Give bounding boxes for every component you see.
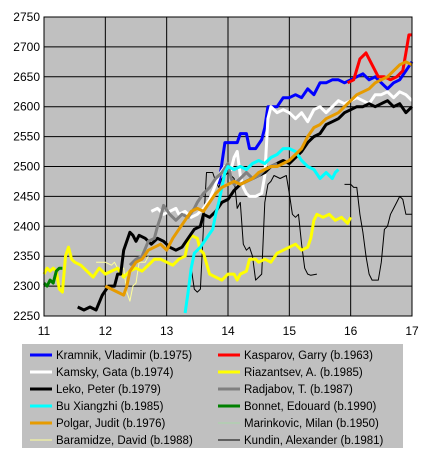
x-tick-label: 17 (405, 324, 419, 338)
legend-label: Marinkovic, Milan (b.1950) (244, 418, 379, 430)
series-group (42, 33, 414, 314)
legend-label: Baramidze, David (b.1988) (56, 435, 193, 447)
legend-label: Kundin, Alexander (b.1981) (244, 435, 384, 447)
series-line (190, 172, 412, 293)
y-tick-label: 2300 (13, 279, 40, 293)
series-line (77, 99, 414, 312)
legend: Kramnik, Vladimir (b.1975) Kasparov, Garr… (30, 350, 384, 447)
y-tick-label: 2500 (13, 160, 40, 174)
x-tick-label: 12 (99, 324, 113, 338)
y-tick-label: 2450 (13, 189, 40, 203)
series-line (104, 60, 413, 297)
legend-label: Bu Xiangzhi (b.1985) (56, 401, 164, 413)
y-tick-label: 2400 (13, 219, 40, 233)
legend-label: Polgar, Judit (b.1976) (56, 418, 165, 430)
plot-frame (43, 16, 413, 317)
y-tick-label: 2600 (13, 100, 40, 114)
legend-label: Riazantsev, A. (b.1985) (244, 367, 363, 379)
series-line (150, 90, 414, 219)
y-tick-label: 2650 (13, 70, 40, 84)
x-axis-ticks: 11 12 13 14 15 16 17 (38, 324, 419, 338)
y-tick-label: 2250 (13, 309, 40, 323)
legend-label: Kasparov, Garry (b.1963) (244, 350, 373, 362)
x-tick-label: 11 (38, 324, 51, 338)
y-axis-ticks: 2250 2300 2350 2400 2450 2500 2550 2600 2650 2700… (13, 10, 40, 323)
x-tick-label: 15 (283, 324, 297, 338)
x-tick-label: 14 (221, 324, 235, 338)
x-tick-label: 16 (344, 324, 358, 338)
legend-label: Bonnet, Edouard (b.1990) (244, 401, 377, 413)
legend-label: Kramnik, Vladimir (b.1975) (56, 350, 192, 362)
series-line (42, 266, 63, 288)
legend-label: Kamsky, Gata (b.1974) (56, 367, 174, 379)
y-tick-label: 2700 (13, 40, 40, 54)
x-tick-label: 13 (160, 324, 174, 338)
y-tick-label: 2550 (13, 130, 40, 144)
legend-label: Radjabov, T. (b.1987) (244, 384, 353, 396)
y-tick-label: 2750 (13, 10, 40, 24)
y-tick-label: 2350 (13, 249, 40, 263)
series-line (128, 162, 278, 267)
series-line (183, 147, 340, 314)
legend-label: Leko, Peter (b.1979) (56, 384, 161, 396)
legend-box (22, 344, 403, 448)
series-line (42, 212, 353, 294)
